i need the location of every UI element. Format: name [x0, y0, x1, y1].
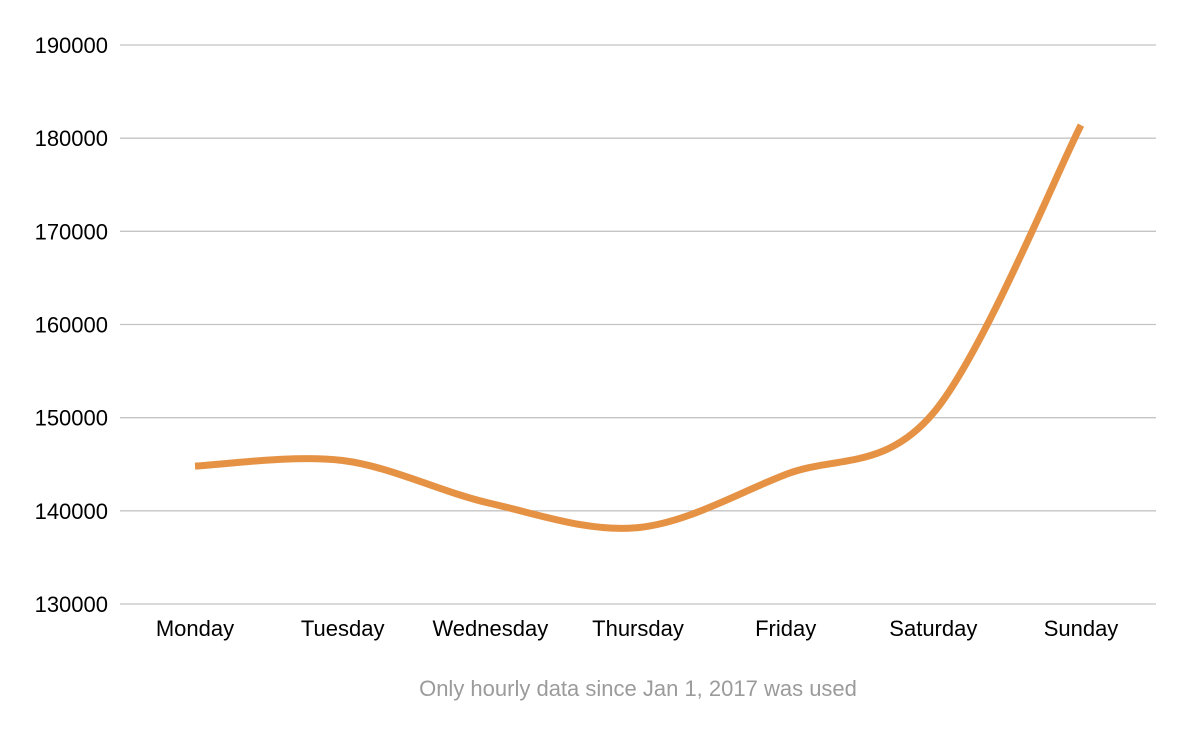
data-point-friday — [783, 471, 789, 477]
x-tick-label: Saturday — [889, 616, 977, 641]
y-tick-label: 130000 — [35, 592, 108, 617]
x-tick-label: Friday — [755, 616, 816, 641]
data-point-monday — [192, 463, 198, 469]
y-tick-label: 160000 — [35, 313, 108, 338]
y-tick-label: 190000 — [35, 33, 108, 58]
data-point-wednesday — [487, 500, 493, 506]
y-tick-label: 170000 — [35, 219, 108, 244]
gridlines — [120, 44, 1156, 605]
x-tick-label: Wednesday — [432, 616, 548, 641]
y-tick-label: 140000 — [35, 499, 108, 524]
y-tick-label: 150000 — [35, 406, 108, 431]
x-tick-label: Thursday — [592, 616, 684, 641]
data-point-thursday — [635, 525, 641, 531]
y-tick-label: 180000 — [35, 126, 108, 151]
series-lines — [192, 122, 1085, 532]
series-line-0 — [194, 123, 1085, 532]
x-tick-label: Monday — [156, 616, 234, 641]
x-axis-tick-labels: Monday Tuesday Wednesday Thursday Friday Satu… — [156, 616, 1118, 641]
x-tick-label: Sunday — [1044, 616, 1119, 641]
x-tick-label: Tuesday — [301, 616, 385, 641]
data-point-saturday — [930, 410, 936, 416]
data-point-sunday — [1078, 122, 1084, 128]
data-point-tuesday — [340, 458, 346, 464]
chart-footnote: Only hourly data since Jan 1, 2017 was u… — [419, 676, 857, 701]
y-axis-tick-labels: 130000 140000 150000 160000 170000 180000 1900… — [35, 33, 108, 617]
